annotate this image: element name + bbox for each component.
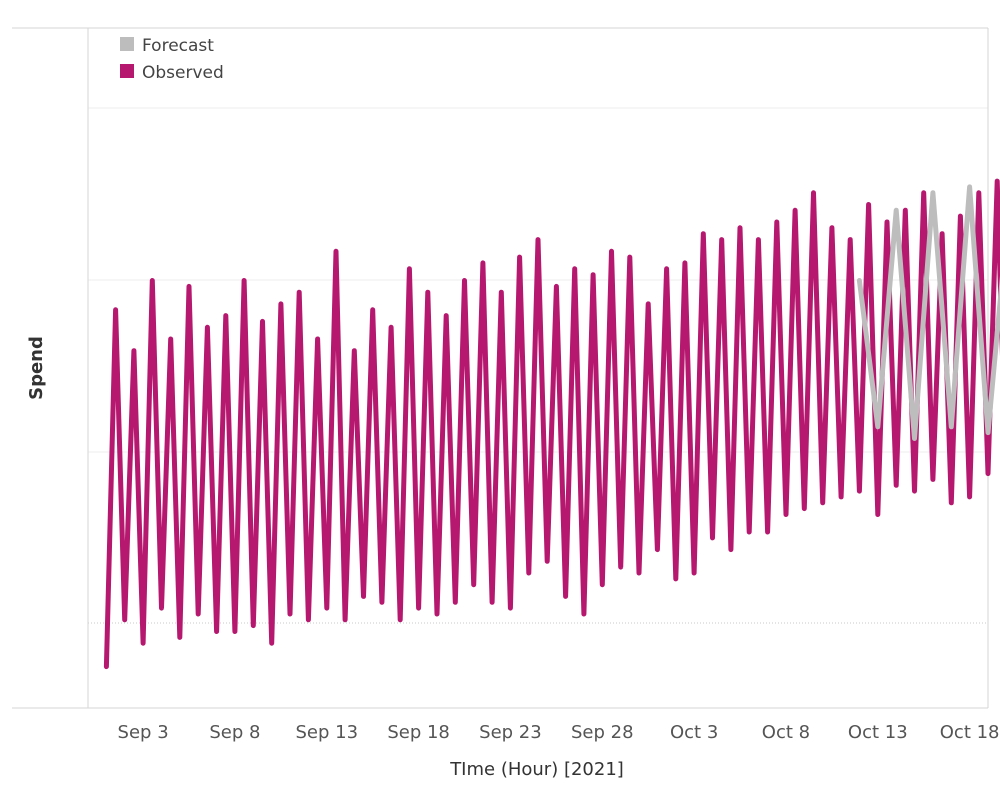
y-axis-title: Spend — [26, 336, 47, 400]
legend-swatch-forecast — [120, 37, 134, 51]
x-tick-label: Sep 23 — [479, 722, 542, 743]
x-tick-label: Oct 18 — [940, 722, 1000, 743]
x-axis-title: TIme (Hour) [2021] — [449, 759, 624, 780]
x-tick-label: Oct 3 — [670, 722, 718, 743]
series-layer — [103, 178, 1000, 670]
x-tick-labels: Sep 3 Sep 8 Sep 13 Sep 18 Sep 23 Sep 28 Oct 3 O… — [118, 722, 1000, 743]
x-tick-label: Sep 13 — [295, 722, 358, 743]
x-tick-label: Sep 28 — [571, 722, 634, 743]
x-tick-label: Oct 8 — [762, 722, 810, 743]
series-line-forecast — [856, 184, 1000, 441]
legend-label-observed: Observed — [142, 63, 224, 83]
axes — [12, 27, 989, 709]
x-tick-label: Sep 3 — [118, 722, 169, 743]
x-tick-label: Oct 13 — [848, 722, 908, 743]
x-tick-label: Sep 8 — [209, 722, 260, 743]
legend-swatch-observed — [120, 64, 134, 78]
x-tick-label: Sep 18 — [387, 722, 450, 743]
legend-label-forecast: Forecast — [142, 36, 214, 56]
legend: Forecast Observed — [120, 36, 224, 83]
